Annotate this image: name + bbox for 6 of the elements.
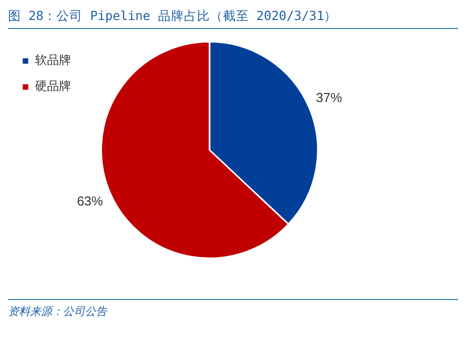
text: 资料来源：公司公告	[8, 304, 108, 319]
data-label: 63%	[76, 193, 104, 208]
legend-label: 硬品牌	[35, 79, 71, 94]
chart-title: 图 28：公司 Pipeline 品牌占比（截至 2020/3/31）	[8, 8, 458, 29]
data-label: 37%	[316, 90, 342, 105]
legend-label: 软品牌	[35, 53, 71, 68]
